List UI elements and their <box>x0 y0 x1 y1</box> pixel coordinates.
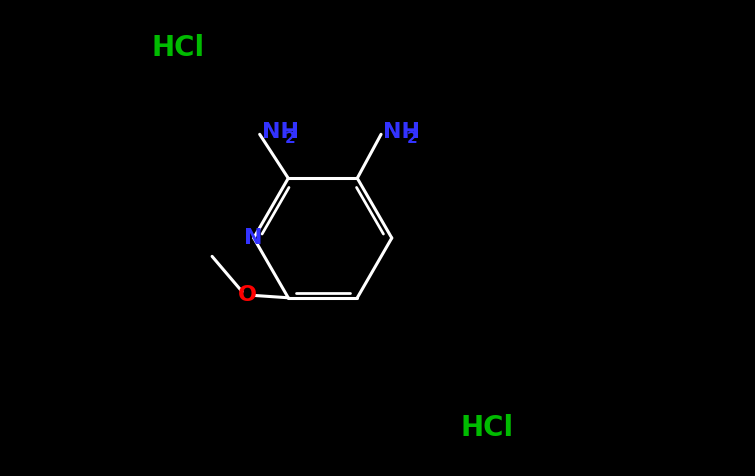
Text: NH: NH <box>384 122 421 142</box>
Text: O: O <box>239 286 257 306</box>
Text: N: N <box>245 228 263 248</box>
Text: HCl: HCl <box>152 34 205 61</box>
Text: NH: NH <box>262 122 299 142</box>
Text: HCl: HCl <box>461 415 514 442</box>
Text: 2: 2 <box>406 131 417 146</box>
Text: 2: 2 <box>285 131 296 146</box>
